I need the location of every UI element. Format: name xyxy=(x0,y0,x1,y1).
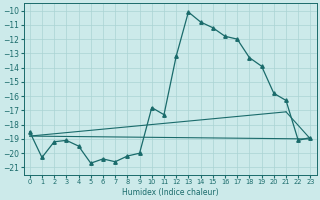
X-axis label: Humidex (Indice chaleur): Humidex (Indice chaleur) xyxy=(122,188,218,197)
